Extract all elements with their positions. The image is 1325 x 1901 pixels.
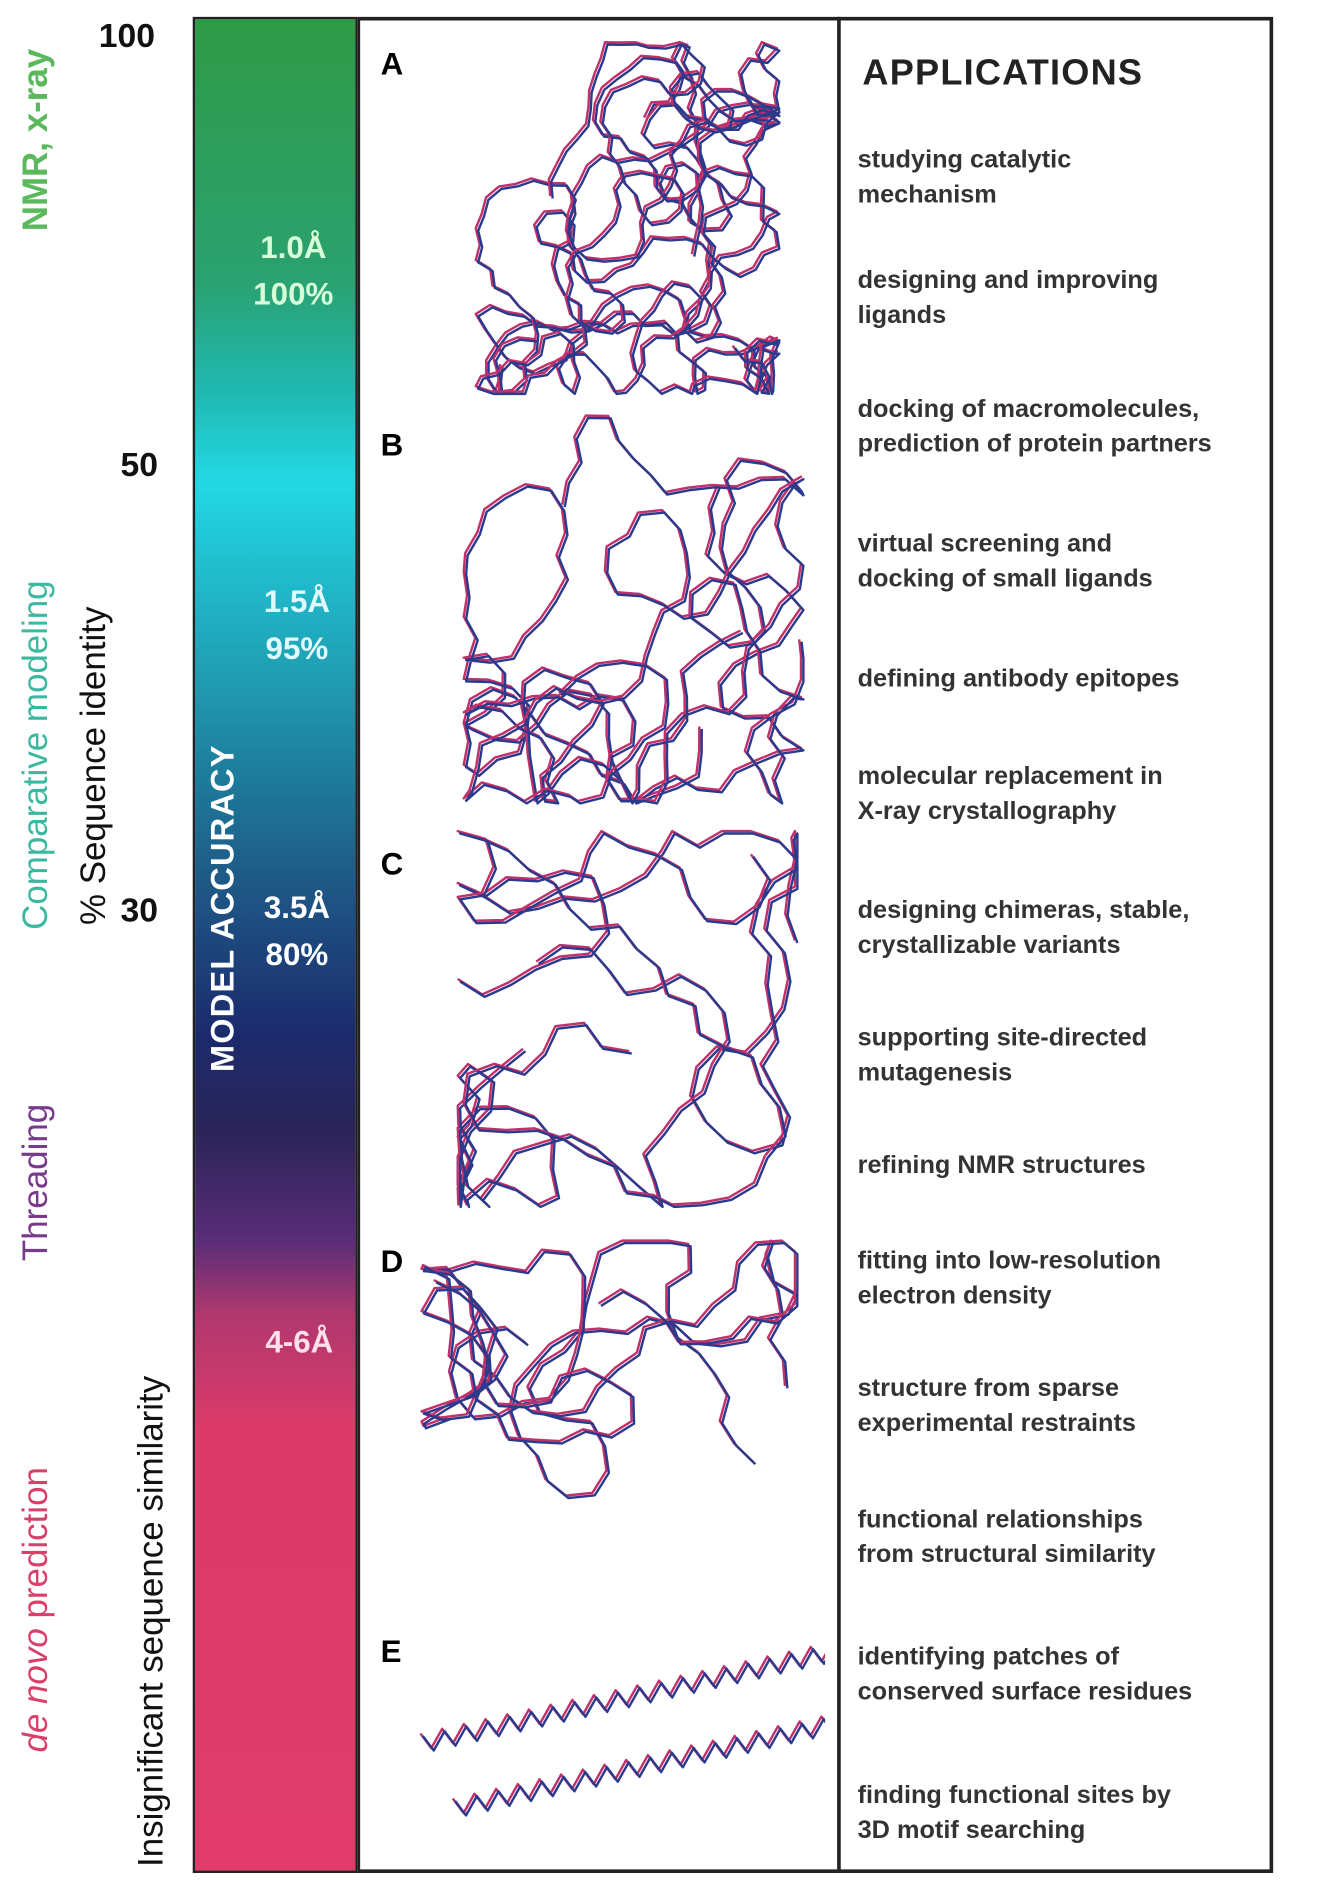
backbone-trace (451, 1715, 826, 1815)
application-line: experimental restraints (857, 1409, 1136, 1437)
application-line: docking of small ligands (857, 564, 1153, 593)
backbone-trace (458, 832, 787, 1209)
application-item: finding functional sites by 3D motif sear… (858, 1778, 1171, 1848)
rmsd: 1.5Å (263, 582, 330, 620)
backbone-trace (476, 43, 781, 396)
panel-label-a: A (380, 45, 404, 82)
tick-50: 50 (120, 445, 158, 484)
axis-label-insignificant-similarity: Insignificant sequence similarity (132, 1375, 172, 1867)
panel-label-e: E (380, 1633, 402, 1670)
backbone-trace (454, 1717, 826, 1817)
pct: 95% (265, 629, 329, 667)
application-line: conserved surface residues (857, 1677, 1193, 1706)
backbone-trace (474, 40, 779, 393)
protein-structure-b (462, 414, 805, 805)
application-item: virtual screening and docking of small li… (858, 526, 1153, 596)
application-item: identifying patches of conserved surface … (858, 1639, 1193, 1709)
model-accuracy-gradient-bar (192, 16, 358, 1873)
backbone-trace (474, 40, 779, 393)
application-line: prediction of protein partners (857, 430, 1212, 458)
tick-30: 30 (120, 891, 158, 929)
application-line: X-ray crystallography (857, 797, 1117, 826)
panel-frame (357, 16, 1274, 1873)
application-line: defining antibody epitopes (857, 664, 1180, 693)
method-comparative-modeling: Comparative modeling (16, 580, 56, 930)
axis-label-sequence-identity: % Sequence identity (74, 606, 114, 926)
backbone-trace (458, 946, 731, 1209)
applications-title: APPLICATIONS (862, 52, 1144, 93)
application-item: molecular replacement in X-ray crystallog… (858, 759, 1163, 829)
application-item: docking of macromolecules, prediction of … (858, 391, 1212, 461)
backbone-trace (476, 43, 781, 396)
method-nmr-xray: NMR, x-ray (16, 48, 56, 232)
application-line: designing chimeras, stable, (857, 896, 1190, 924)
backbone-trace (458, 832, 799, 1155)
backbone-trace (420, 1263, 633, 1443)
application-line: ligands (857, 301, 947, 329)
de-novo-italic: de novo (16, 1628, 56, 1753)
panel-label-c: C (380, 845, 404, 882)
backbone-trace (456, 829, 785, 1206)
rmsd: 1.0Å (260, 228, 327, 265)
application-line: crystallizable variants (857, 931, 1121, 959)
application-line: 3D motif searching (857, 1816, 1086, 1845)
application-line: identifying patches of (857, 1642, 1119, 1671)
application-line: fitting into low-resolution (857, 1246, 1162, 1275)
application-line: studying catalytic (857, 145, 1072, 174)
application-item: functional relationships from structural … (858, 1502, 1156, 1572)
column-divider (837, 16, 841, 1873)
application-line: docking of macromolecules, (857, 395, 1200, 423)
application-line: structure from sparse (857, 1374, 1120, 1403)
backbone-trace (422, 1266, 636, 1445)
application-item: designing and improving ligands (858, 263, 1159, 333)
backbone-trace (510, 1241, 799, 1500)
application-item: fitting into low-resolution electron dens… (858, 1243, 1161, 1313)
protein-structure-d (420, 1239, 799, 1500)
application-line: from structural similarity (857, 1540, 1156, 1569)
application-line: refining NMR structures (857, 1151, 1146, 1180)
accuracy-level-4: 4-6Å (217, 1319, 382, 1366)
application-item: structure from sparse experimental restra… (858, 1371, 1136, 1441)
pct: 100% (253, 275, 334, 312)
tick-100: 100 (98, 16, 156, 55)
accuracy-level-2: 1.5Å 95% (214, 578, 379, 672)
application-item: studying catalytic mechanism (858, 142, 1072, 212)
application-item: defining antibody epitopes (858, 661, 1180, 696)
application-line: electron density (857, 1281, 1052, 1310)
application-line: functional relationships (857, 1505, 1143, 1534)
application-line: mutagenesis (857, 1058, 1013, 1087)
application-line: designing and improving (857, 266, 1159, 294)
application-line: supporting site-directed (857, 1023, 1148, 1052)
method-threading: Threading (16, 1103, 56, 1262)
protein-structure-c (456, 829, 799, 1209)
application-line: molecular replacement in (857, 762, 1163, 791)
backbone-trace (421, 1648, 826, 1752)
rmsd: 3.5Å (263, 888, 330, 926)
application-line: mechanism (857, 180, 997, 209)
application-line: finding functional sites by (857, 1781, 1171, 1810)
application-item: refining NMR structures (858, 1148, 1146, 1183)
accuracy-level-1: 1.0Å 100% (211, 224, 376, 318)
protein-structure-a (474, 40, 781, 396)
method-de-novo: de novo prediction (17, 1467, 57, 1752)
protein-structure-e (419, 1645, 826, 1817)
accuracy-level-3: 3.5Å 80% (214, 884, 379, 978)
pct: 80% (265, 935, 329, 973)
backbone-trace (535, 103, 781, 344)
backbone-trace (464, 416, 805, 805)
backbone-trace (476, 43, 781, 396)
application-line: virtual screening and (857, 529, 1113, 558)
rmsd: 4-6Å (265, 1323, 334, 1360)
backbone-trace (507, 1239, 797, 1497)
application-item: supporting site-directed mutagenesis (858, 1020, 1148, 1090)
application-item: designing chimeras, stable, crystallizabl… (858, 893, 1190, 963)
panel-label-b: B (380, 426, 404, 463)
panel-label-d: D (380, 1243, 404, 1280)
backbone-trace (464, 485, 805, 805)
prediction-text: prediction (16, 1467, 56, 1629)
backbone-trace (464, 477, 805, 805)
backbone-trace (462, 483, 803, 803)
